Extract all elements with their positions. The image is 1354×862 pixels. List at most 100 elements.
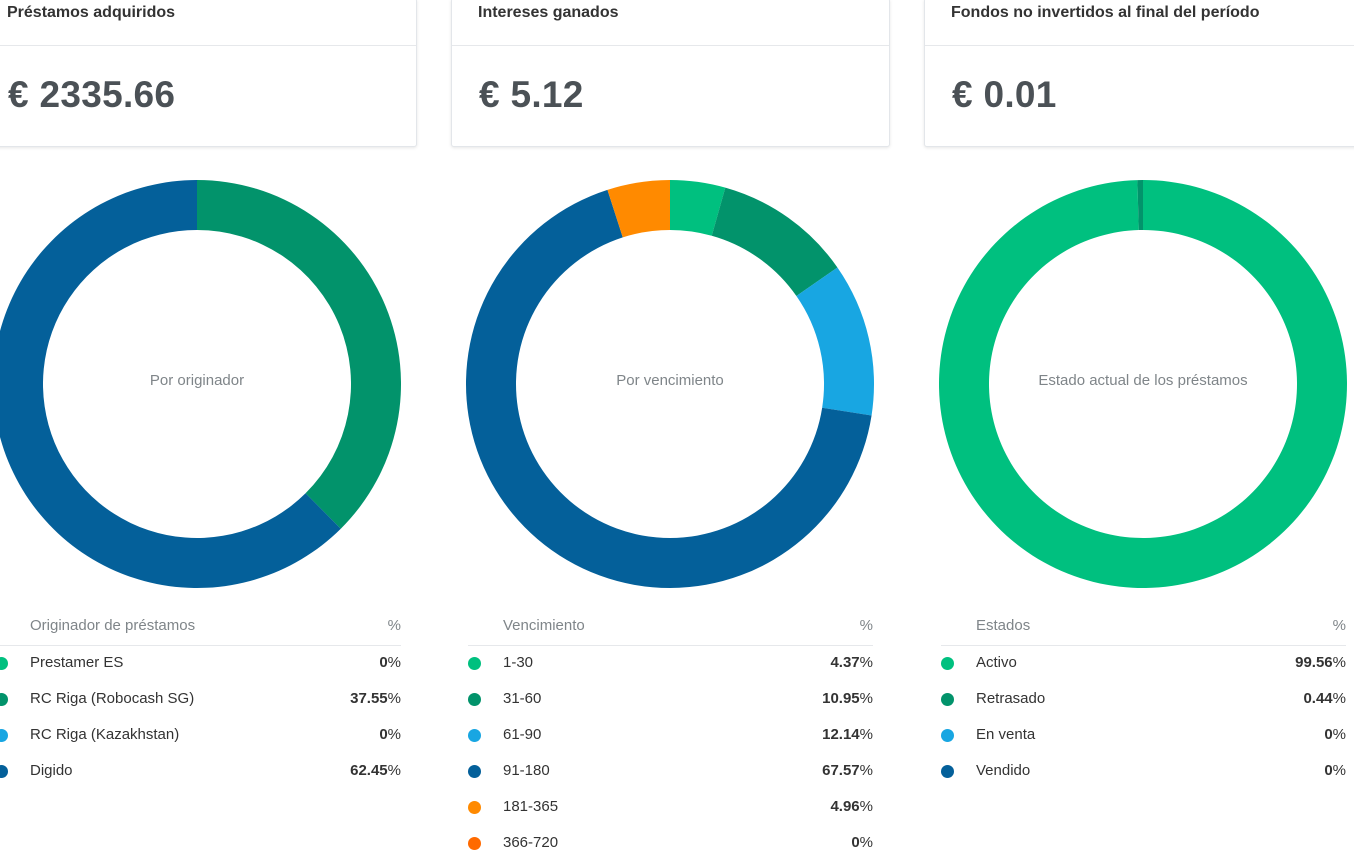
donut-slice-rc-riga-robocash-sg-[interactable] <box>197 180 401 529</box>
card-value: € 5.12 <box>479 74 584 115</box>
legend-value-number: 0 <box>379 654 388 671</box>
legend-value-number: 0 <box>379 726 388 743</box>
legend-row: Digido 62.45% <box>0 754 401 790</box>
card-title: Intereses ganados <box>452 0 889 46</box>
legend-value: 37.55% <box>350 690 401 707</box>
legend-value-unit: % <box>859 654 873 671</box>
legend-color-dot <box>0 729 8 742</box>
legend-value: 4.37% <box>830 654 873 671</box>
legend-value-number: 4.37 <box>830 654 860 671</box>
legend-value-number: 99.56 <box>1295 654 1333 671</box>
legend-value: 0% <box>1324 726 1346 743</box>
legend-label: 91-180 <box>503 762 550 779</box>
card-title: Préstamos adquiridos <box>0 0 416 46</box>
legend-value-number: 0 <box>1324 726 1333 743</box>
legend-value-unit: % <box>859 798 873 815</box>
card-value: € 2335.66 <box>8 74 176 115</box>
legend-color-dot <box>468 765 481 778</box>
legend-label: Vendido <box>976 762 1031 779</box>
legend-row: En venta 0% <box>941 718 1346 754</box>
donut-slice-181-365[interactable] <box>607 180 670 238</box>
donut-slice-retrasado[interactable] <box>1137 180 1143 231</box>
legend-row: Prestamer ES 0% <box>0 646 401 682</box>
legend-value-unit: % <box>859 726 873 743</box>
legend-originator: Originador de préstamos % Prestamer ES 0%… <box>0 612 401 790</box>
legend-value-number: 62.45 <box>350 762 388 779</box>
legend-row: RC Riga (Robocash SG) 37.55% <box>0 682 401 718</box>
legend-value: 0% <box>851 834 873 851</box>
legend-status: Estados % Activo 99.56% Retrasado 0.44% En v… <box>941 612 1346 790</box>
legend-header: Vencimiento % <box>468 612 873 646</box>
legend-label: En venta <box>976 726 1036 743</box>
legend-color-dot <box>468 729 481 742</box>
legend-header-pct: % <box>387 617 401 634</box>
legend-value-unit: % <box>859 690 873 707</box>
donut-slice-digido[interactable] <box>0 180 341 588</box>
legend-value-number: 0 <box>1324 762 1333 779</box>
legend-value: 62.45% <box>350 762 401 779</box>
legend-value-unit: % <box>859 834 873 851</box>
legend-label: Retrasado <box>976 690 1046 707</box>
legend-value: 0% <box>1324 762 1346 779</box>
legend-row: Vendido 0% <box>941 754 1346 790</box>
legend-value-unit: % <box>1332 654 1346 671</box>
legend-value: 0% <box>379 726 401 743</box>
legend-row: 91-180 67.57% <box>468 754 873 790</box>
legend-value-unit: % <box>387 726 401 743</box>
card-loans-acquired: Préstamos adquiridos € 2335.66 <box>0 0 417 147</box>
legend-value-unit: % <box>387 690 401 707</box>
legend-color-dot <box>941 693 954 706</box>
donut-svg <box>466 180 874 588</box>
legend-value: 99.56% <box>1295 654 1346 671</box>
legend-label: 1-30 <box>503 654 534 671</box>
legend-color-dot <box>468 837 481 850</box>
legend-header-pct: % <box>859 617 873 634</box>
legend-color-dot <box>468 693 481 706</box>
legend-color-dot <box>0 693 8 706</box>
donut-by-originator: Por originador <box>0 180 401 588</box>
legend-label: 31-60 <box>503 690 542 707</box>
legend-row: RC Riga (Kazakhstan) 0% <box>0 718 401 754</box>
legend-row: 1-30 4.37% <box>468 646 873 682</box>
legend-row: Retrasado 0.44% <box>941 682 1346 718</box>
legend-value-unit: % <box>859 762 873 779</box>
legend-color-dot <box>941 657 954 670</box>
legend-color-dot <box>941 765 954 778</box>
legend-value: 0% <box>379 654 401 671</box>
legend-value-number: 67.57 <box>822 762 860 779</box>
donut-slice-1-30[interactable] <box>670 180 726 236</box>
donut-center-label: Por originador <box>149 372 245 389</box>
legend-label: 61-90 <box>503 726 542 743</box>
donut-slice-61-90[interactable] <box>796 267 874 416</box>
card-value: € 0.01 <box>952 74 1057 115</box>
legend-header: Originador de préstamos % <box>0 612 401 646</box>
legend-color-dot <box>941 729 954 742</box>
legend-value-unit: % <box>1332 726 1346 743</box>
donut-by-status: Estado actual de los préstamos <box>939 180 1347 588</box>
donut-slice-31-60[interactable] <box>711 187 838 297</box>
donut-center-label: Por vencimiento <box>616 372 724 389</box>
legend-value-number: 12.14 <box>822 726 860 743</box>
legend-row: 61-90 12.14% <box>468 718 873 754</box>
legend-header-label: Vencimiento <box>503 617 585 634</box>
legend-color-dot <box>468 801 481 814</box>
legend-value-number: 0.44 <box>1303 690 1333 707</box>
legend-value: 67.57% <box>822 762 873 779</box>
legend-color-dot <box>0 765 8 778</box>
legend-value-number: 10.95 <box>822 690 860 707</box>
legend-row: 366-720 0% <box>468 826 873 862</box>
legend-label: Digido <box>30 762 73 779</box>
legend-value-unit: % <box>387 762 401 779</box>
legend-header-pct: % <box>1332 617 1346 634</box>
legend-color-dot <box>468 657 481 670</box>
legend-value: 10.95% <box>822 690 873 707</box>
legend-maturity: Vencimiento % 1-30 4.37% 31-60 10.95% 61-90 1… <box>468 612 873 862</box>
legend-rows: Activo 99.56% Retrasado 0.44% En venta 0% Vend… <box>941 646 1346 790</box>
legend-row: 181-365 4.96% <box>468 790 873 826</box>
legend-value: 4.96% <box>830 798 873 815</box>
legend-label: 366-720 <box>503 834 559 851</box>
legend-label: RC Riga (Robocash SG) <box>30 690 195 707</box>
legend-value: 0.44% <box>1303 690 1346 707</box>
legend-label: RC Riga (Kazakhstan) <box>30 726 180 743</box>
card-uninvested-funds: Fondos no invertidos al final del períod… <box>924 0 1354 147</box>
